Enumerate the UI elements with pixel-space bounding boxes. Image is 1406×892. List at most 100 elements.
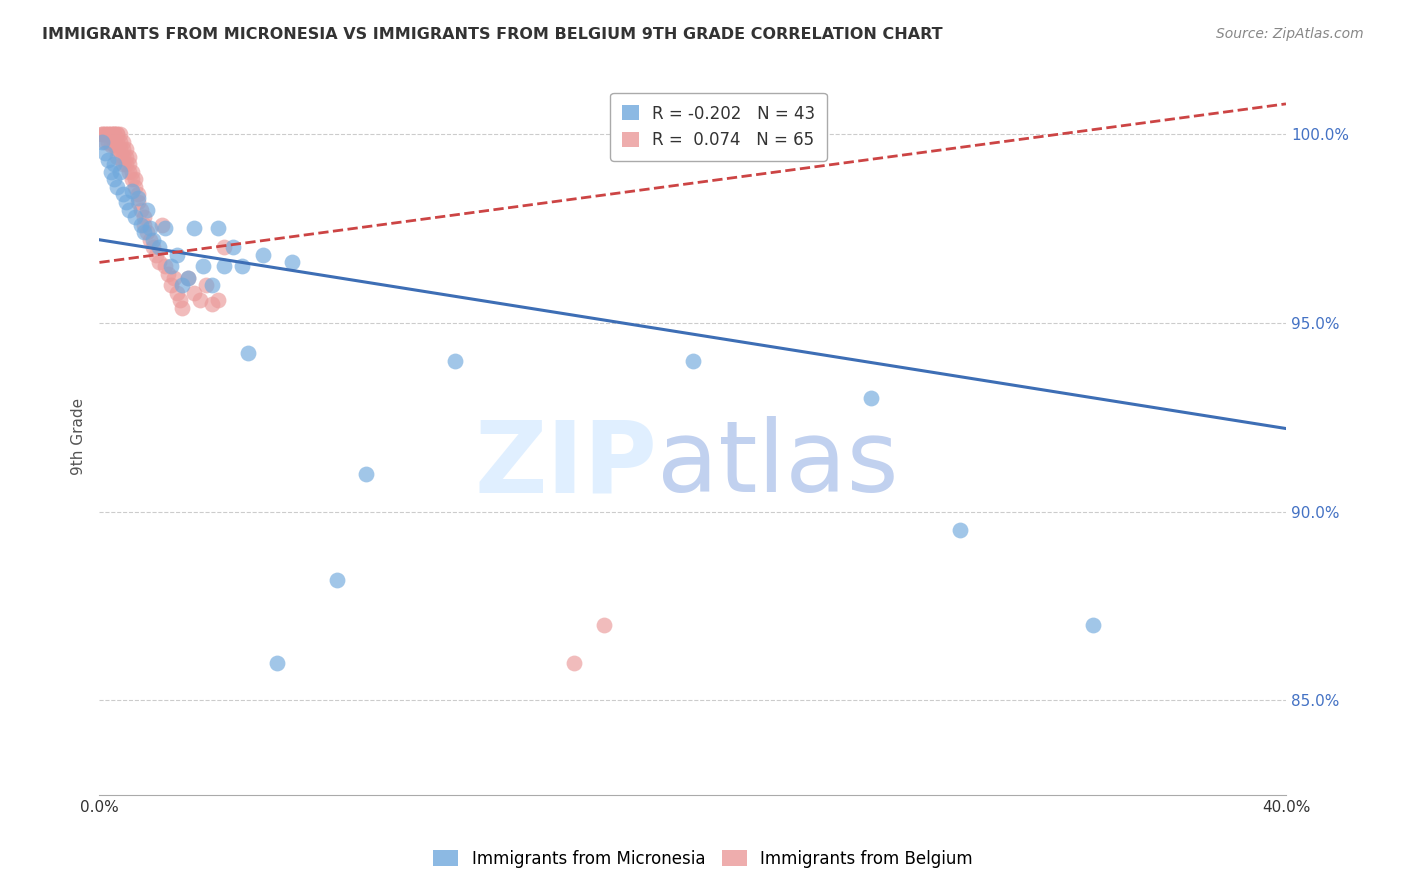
Point xyxy=(124,172,146,186)
Point xyxy=(201,278,224,293)
Point xyxy=(115,157,138,171)
Point xyxy=(112,150,135,164)
Text: Source: ZipAtlas.com: Source: ZipAtlas.com xyxy=(1216,27,1364,41)
Point xyxy=(121,172,143,186)
Point xyxy=(108,135,131,149)
Point xyxy=(100,138,122,153)
Point xyxy=(1081,617,1104,632)
Point xyxy=(949,524,972,538)
Legend: R = -0.202   N = 43, R =  0.074   N = 65: R = -0.202 N = 43, R = 0.074 N = 65 xyxy=(610,93,827,161)
Point xyxy=(201,297,224,311)
Point xyxy=(859,392,882,406)
Point xyxy=(195,278,218,293)
Point xyxy=(103,157,125,171)
Legend: Immigrants from Micronesia, Immigrants from Belgium: Immigrants from Micronesia, Immigrants f… xyxy=(426,844,980,875)
Point xyxy=(103,172,125,186)
Point xyxy=(100,127,122,141)
Point xyxy=(177,270,200,285)
Point xyxy=(112,157,135,171)
Point xyxy=(108,165,131,179)
Point xyxy=(156,267,179,281)
Point xyxy=(108,127,131,141)
Point xyxy=(166,285,188,300)
Point xyxy=(100,127,122,141)
Point xyxy=(105,180,128,194)
Point xyxy=(91,127,114,141)
Point xyxy=(121,165,143,179)
Point xyxy=(121,184,143,198)
Point xyxy=(172,301,194,315)
Point xyxy=(94,127,117,141)
Point xyxy=(177,270,200,285)
Point xyxy=(127,194,149,209)
Point xyxy=(103,127,125,141)
Point xyxy=(94,145,117,160)
Point xyxy=(159,259,181,273)
Point xyxy=(159,278,181,293)
Point xyxy=(112,142,135,156)
Point xyxy=(207,293,229,308)
Point xyxy=(166,248,188,262)
Point xyxy=(115,142,138,156)
Point xyxy=(252,248,274,262)
Point xyxy=(127,191,149,205)
Point xyxy=(105,135,128,149)
Point xyxy=(118,157,141,171)
Point xyxy=(132,210,155,224)
Point xyxy=(139,221,162,235)
Point xyxy=(135,225,157,239)
Point xyxy=(153,221,176,235)
Point xyxy=(94,135,117,149)
Point xyxy=(105,150,128,164)
Point xyxy=(115,194,138,209)
Point xyxy=(112,135,135,149)
Point xyxy=(91,127,114,141)
Point xyxy=(236,346,259,360)
Point xyxy=(562,656,585,670)
Point xyxy=(94,127,117,141)
Point xyxy=(188,293,211,308)
Point xyxy=(193,259,215,273)
Point xyxy=(135,202,157,217)
Point xyxy=(91,135,114,149)
Point xyxy=(444,353,467,368)
Point xyxy=(132,225,155,239)
Point xyxy=(326,573,349,587)
Text: ZIP: ZIP xyxy=(474,417,657,513)
Point xyxy=(150,218,173,232)
Point xyxy=(207,221,229,235)
Point xyxy=(97,153,120,168)
Point xyxy=(222,240,245,254)
Point xyxy=(103,138,125,153)
Text: IMMIGRANTS FROM MICRONESIA VS IMMIGRANTS FROM BELGIUM 9TH GRADE CORRELATION CHAR: IMMIGRANTS FROM MICRONESIA VS IMMIGRANTS… xyxy=(42,27,943,42)
Point xyxy=(142,240,165,254)
Point xyxy=(97,127,120,141)
Point xyxy=(212,259,235,273)
Y-axis label: 9th Grade: 9th Grade xyxy=(72,398,86,475)
Point xyxy=(108,142,131,156)
Point xyxy=(139,233,162,247)
Point xyxy=(162,270,184,285)
Point xyxy=(118,202,141,217)
Point xyxy=(172,278,194,293)
Point xyxy=(266,656,288,670)
Point xyxy=(127,187,149,202)
Point xyxy=(112,187,135,202)
Point xyxy=(103,135,125,149)
Point xyxy=(100,165,122,179)
Point xyxy=(183,285,205,300)
Point xyxy=(592,617,614,632)
Point xyxy=(97,135,120,149)
Point xyxy=(356,467,378,481)
Point xyxy=(129,202,152,217)
Point xyxy=(142,233,165,247)
Point xyxy=(148,240,170,254)
Point xyxy=(153,259,176,273)
Point xyxy=(124,180,146,194)
Point xyxy=(105,127,128,141)
Point xyxy=(97,127,120,141)
Text: atlas: atlas xyxy=(657,417,898,513)
Point xyxy=(103,127,125,141)
Point xyxy=(145,248,167,262)
Point xyxy=(105,127,128,141)
